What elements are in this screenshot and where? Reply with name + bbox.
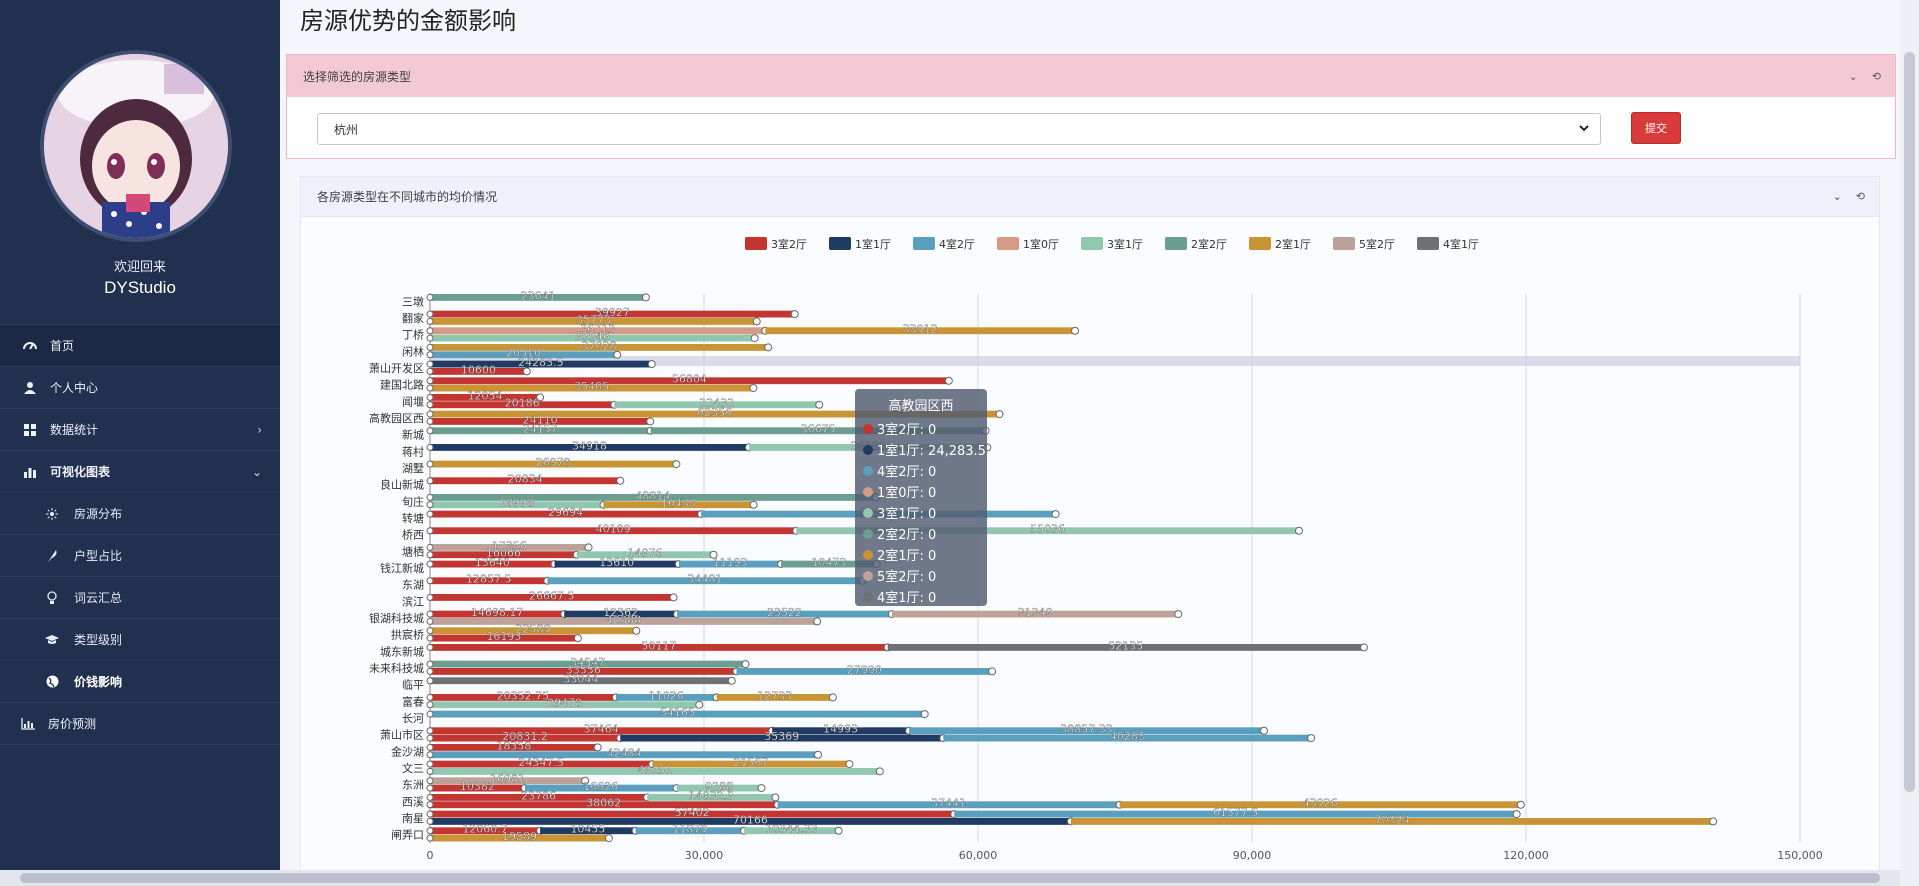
tooltip-row-text: 3室1厅: 0 — [877, 507, 937, 522]
horizontal-scrollbar[interactable] — [0, 870, 1900, 886]
bar-chart-icon — [22, 464, 38, 480]
user-icon — [22, 380, 38, 396]
sidebar-menu: 首页 个人中心 数据统计 › 可视化图表 ⌄ — [0, 325, 280, 745]
sun-icon — [44, 506, 60, 522]
legend-dot-icon — [863, 444, 873, 455]
tooltip-row: 3室1厅: 0 — [863, 502, 979, 523]
sidebar-subitem-layout-ratio[interactable]: 户型占比 — [0, 535, 280, 577]
collapse-icon[interactable]: ⌄ — [1832, 190, 1842, 203]
dashboard-icon — [22, 338, 38, 354]
tooltip-row: 3室2厅: 0 — [863, 418, 979, 439]
tooltip-row-text: 1室0厅: 0 — [877, 486, 937, 501]
sidebar-item-label: 个人中心 — [50, 381, 99, 395]
chart-panel-title: 各房源类型在不同城市的均价情况 — [317, 190, 498, 204]
bulb-icon — [44, 590, 60, 606]
legend-dot-icon — [863, 549, 873, 560]
avatar[interactable] — [40, 50, 232, 242]
legend-dot-icon — [863, 486, 873, 497]
tooltip-row-text: 5室2厅: 0 — [877, 570, 937, 585]
sidebar-subitem-label: 户型占比 — [74, 549, 123, 563]
tooltip-row: 1室0厅: 0 — [863, 481, 979, 502]
vertical-scrollbar[interactable] — [1900, 0, 1919, 886]
sidebar-subitem-wordcloud[interactable]: 词云汇总 — [0, 577, 280, 619]
page-title: 房源优势的金额影响 — [300, 7, 516, 35]
chart-icon — [20, 716, 36, 732]
chevron-down-icon: ⌄ — [251, 464, 262, 479]
legend-dot-icon — [863, 507, 873, 518]
refresh-icon[interactable]: ⟲ — [1871, 69, 1881, 83]
panel-tools: ⌄ ⟲ — [1849, 55, 1881, 97]
sidebar-item-profile[interactable]: 个人中心 — [0, 367, 280, 409]
avatar-image — [44, 54, 228, 238]
sidebar-subitem-label: 价钱影响 — [74, 675, 123, 689]
submit-button[interactable]: 提交 — [1631, 112, 1681, 144]
chart-panel-header: 各房源类型在不同城市的均价情况 ⌄ ⟲ — [301, 177, 1879, 217]
legend-dot-icon — [863, 423, 873, 434]
tooltip-row-text: 2室2厅: 0 — [877, 528, 937, 543]
feather-icon — [44, 548, 60, 564]
sidebar-subitem-price-impact[interactable]: 价钱影响 — [0, 661, 280, 703]
sidebar-subitem-type-level[interactable]: 类型级别 — [0, 619, 280, 661]
sidebar: 欢迎回来 DYStudio 首页 个人中心 数据统计 › — [0, 0, 280, 886]
collapse-icon[interactable]: ⌄ — [1848, 69, 1858, 83]
tooltip-row-text: 4室2厅: 0 — [877, 465, 937, 480]
chevron-right-icon: › — [257, 422, 262, 437]
tooltip-title: 高教园区西 — [888, 399, 954, 414]
panel-tools: ⌄ ⟲ — [1833, 177, 1865, 216]
graduation-icon — [44, 632, 60, 648]
globe-icon — [44, 674, 60, 690]
legend-dot-icon — [863, 570, 873, 581]
chart-tooltip: 高教园区西 3室2厅: 0 1室1厅: 24,283.5 4室2厅: 0 1室0厅: … — [855, 389, 987, 606]
legend-dot-icon — [863, 591, 873, 602]
tooltip-row: 2室1厅: 0 — [863, 544, 979, 565]
sidebar-subitem-label: 词云汇总 — [74, 591, 123, 605]
sidebar-item-statistics[interactable]: 数据统计 › — [0, 409, 280, 451]
sidebar-item-label: 可视化图表 — [50, 465, 111, 479]
sidebar-item-label: 房价预测 — [48, 717, 97, 731]
filter-panel-title: 选择筛选的房源类型 — [303, 69, 412, 84]
tooltip-row: 4室2厅: 0 — [863, 460, 979, 481]
refresh-icon[interactable]: ⟲ — [1855, 190, 1865, 203]
sidebar-item-label: 首页 — [50, 339, 75, 353]
chart-panel: 各房源类型在不同城市的均价情况 ⌄ ⟲ — [300, 176, 1880, 886]
username: DYStudio — [104, 278, 176, 297]
grid-icon — [22, 422, 38, 438]
scroll-thumb[interactable] — [20, 873, 1880, 883]
sidebar-subitem-label: 房源分布 — [74, 507, 123, 521]
scroll-thumb[interactable] — [1904, 52, 1915, 792]
sidebar-item-prediction[interactable]: 房价预测 — [0, 703, 280, 745]
profile-card: 欢迎回来 DYStudio — [0, 0, 280, 325]
sidebar-subitem-label: 类型级别 — [74, 633, 123, 647]
chevron-down-icon — [1578, 122, 1590, 137]
tooltip-row: 2室2厅: 0 — [863, 523, 979, 544]
tooltip-row-text: 4室1厅: 0 — [877, 591, 937, 606]
tooltip-row: 5室2厅: 0 — [863, 565, 979, 586]
sidebar-subitem-distribution[interactable]: 房源分布 — [0, 493, 280, 535]
tooltip-row: 1室1厅: 24,283.5 — [863, 439, 986, 460]
tooltip-row: 4室1厅: 0 — [863, 586, 979, 607]
tooltip-row-text: 3室2厅: 0 — [877, 423, 937, 438]
sidebar-item-visualization[interactable]: 可视化图表 ⌄ — [0, 451, 280, 493]
filter-panel-header: 选择筛选的房源类型 ⌄ ⟲ — [287, 55, 1895, 97]
filter-panel: 选择筛选的房源类型 ⌄ ⟲ 杭州 提交 — [286, 54, 1896, 159]
tooltip-row-text: 1室1厅: 24,283.5 — [877, 444, 986, 459]
sidebar-item-home[interactable]: 首页 — [0, 325, 280, 367]
city-select-value: 杭州 — [334, 122, 359, 137]
legend-dot-icon — [863, 528, 873, 539]
welcome-text: 欢迎回来 — [113, 260, 166, 275]
legend-dot-icon — [863, 465, 873, 476]
tooltip-row-text: 2室1厅: 0 — [877, 549, 937, 564]
sidebar-item-label: 数据统计 — [50, 423, 99, 437]
city-select[interactable]: 杭州 — [317, 113, 1601, 145]
